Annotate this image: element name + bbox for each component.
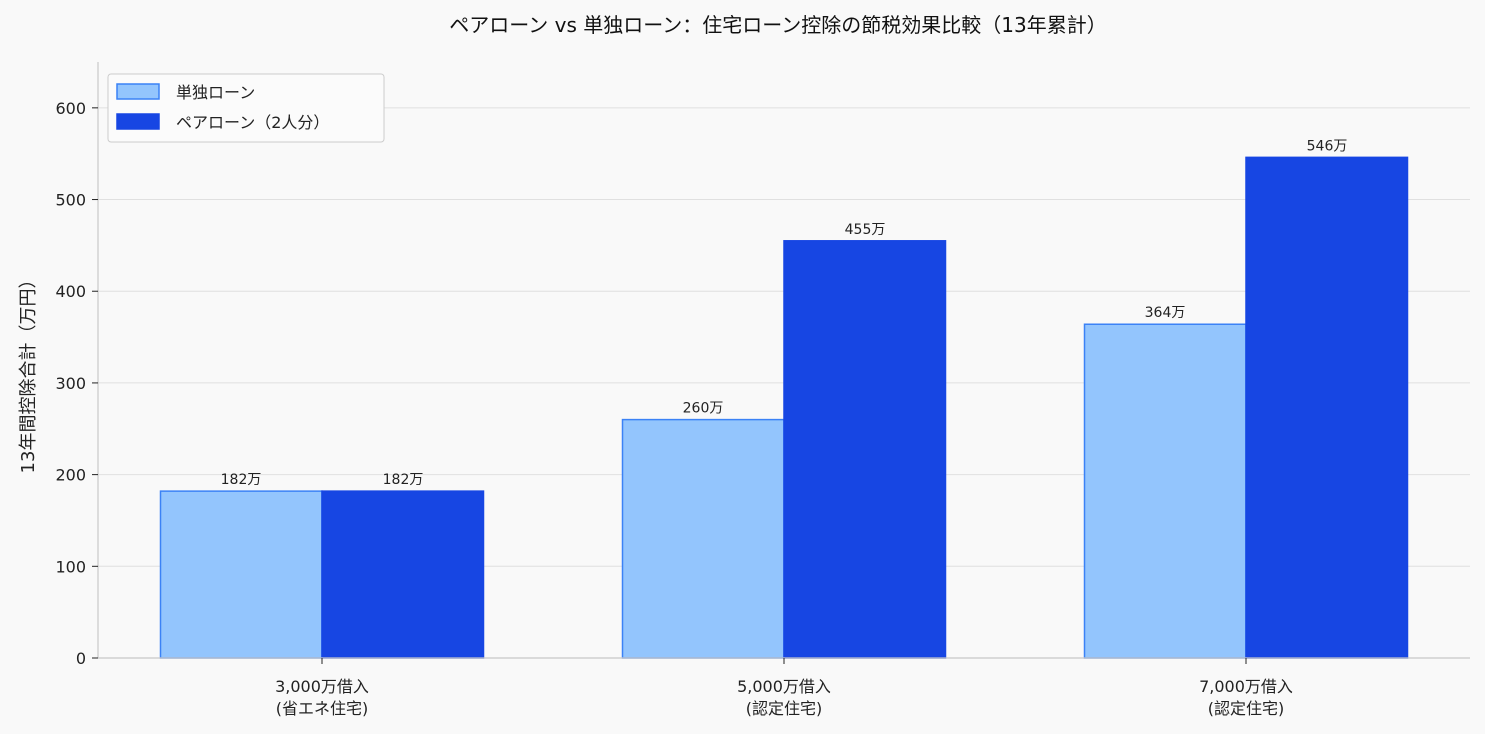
- x-ticks: 3,000万借入 (省エネ住宅) 5,000万借入 (認定住宅) 7,000万借入 (認定…: [275, 658, 1293, 718]
- bar-pair: [1245, 156, 1409, 659]
- bar-pair: [321, 490, 485, 659]
- y-tick-label: 500: [55, 191, 86, 210]
- legend-label: ペアローン（2人分）: [176, 113, 329, 132]
- bar-pair: [783, 240, 947, 659]
- y-ticks: 0 100 200 300 400 500 600: [55, 99, 98, 668]
- x-tick-label: (認定住宅): [746, 699, 823, 718]
- y-tick-label: 0: [76, 649, 86, 668]
- y-axis-label: 13年間控除合計（万円）: [18, 271, 39, 474]
- x-tick-label: 7,000万借入: [1199, 677, 1293, 696]
- bar-single: [621, 418, 785, 659]
- bar-single: [1083, 323, 1247, 659]
- x-tick-label: 5,000万借入: [737, 677, 831, 696]
- bar-single: [159, 490, 323, 659]
- x-tick-label: (省エネ住宅): [276, 699, 369, 718]
- legend-swatch: [116, 113, 160, 130]
- y-tick-label: 600: [55, 99, 86, 118]
- legend-label: 単独ローン: [176, 83, 255, 102]
- y-tick-label: 400: [55, 282, 86, 301]
- y-tick-label: 100: [55, 557, 86, 576]
- bars-group: 182万 182万 260万 455万 364万 546万: [159, 138, 1409, 659]
- data-label: 260万: [683, 401, 724, 417]
- data-label: 455万: [845, 222, 886, 238]
- x-tick-label: 3,000万借入: [275, 677, 369, 696]
- data-label: 182万: [383, 472, 424, 488]
- data-label: 182万: [221, 472, 262, 488]
- y-tick-label: 200: [55, 466, 86, 485]
- legend-box: [107, 73, 385, 143]
- x-tick-label: (認定住宅): [1208, 699, 1285, 718]
- data-label: 364万: [1145, 305, 1186, 321]
- legend-swatch: [116, 83, 160, 100]
- chart-title: ペアローン vs 単独ローン：住宅ローン控除の節税効果比較（13年累計）: [449, 13, 1106, 37]
- data-label: 546万: [1307, 138, 1348, 154]
- y-tick-label: 300: [55, 374, 86, 393]
